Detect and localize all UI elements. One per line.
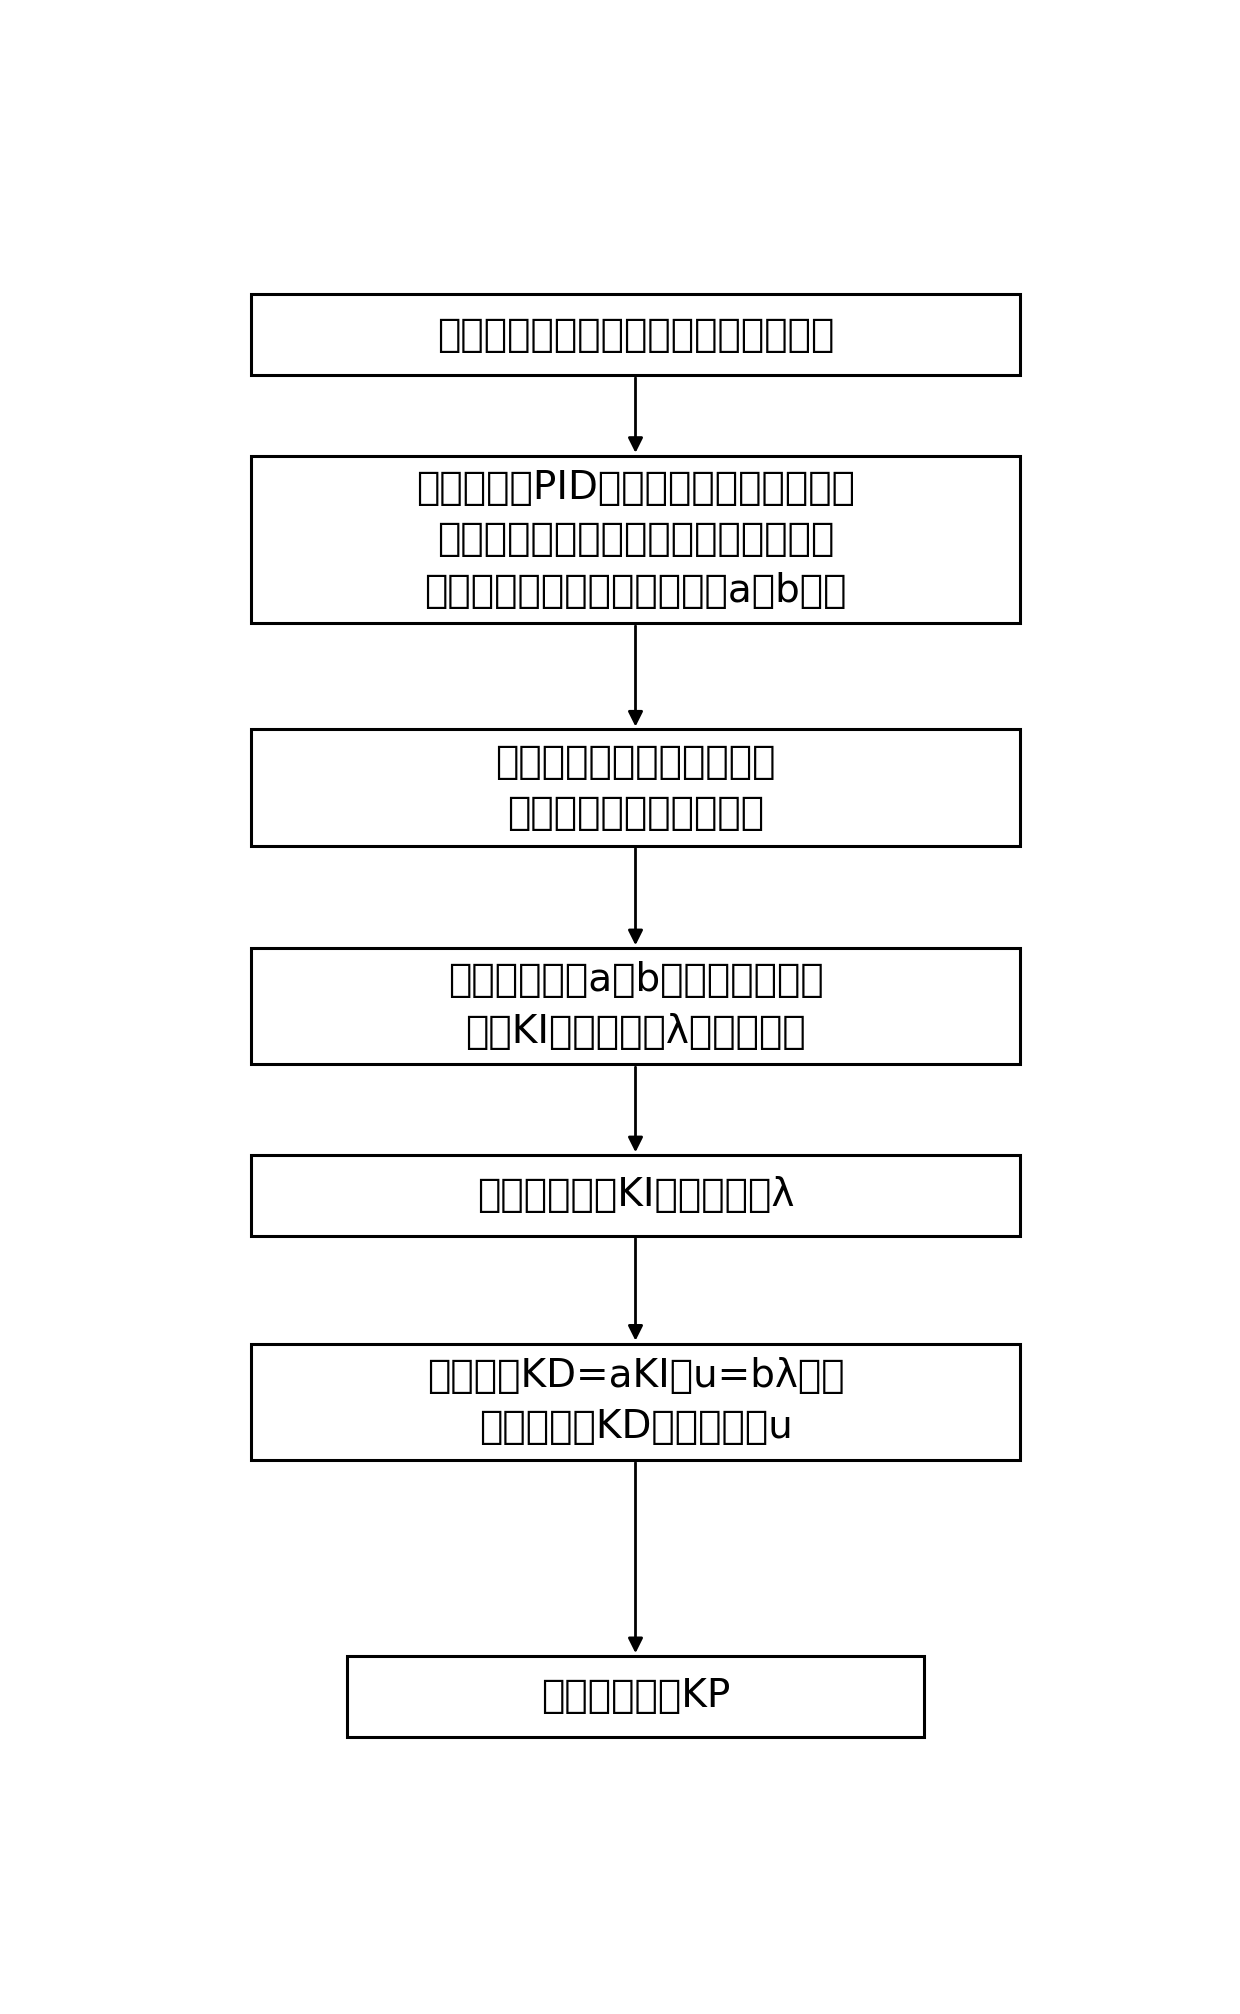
Text: 计算比例增益KP: 计算比例增益KP	[541, 1678, 730, 1716]
Text: 根据分数阶PID控制器控制模型参数的最
优比例模型，根据控制系统的截止频率
以及相位裕度，得到比例系数a和b的值: 根据分数阶PID控制器控制模型参数的最 优比例模型，根据控制系统的截止频率 以及…	[415, 469, 856, 610]
Bar	[250, 455, 1021, 622]
Bar	[250, 1343, 1021, 1460]
Text: 根据关系KD=aKI，u=bλ，求
解微分增益KD与分数阶次u: 根据关系KD=aKI，u=bλ，求 解微分增益KD与分数阶次u	[427, 1357, 844, 1446]
Text: 求解积分增益KI与分数阶次λ: 求解积分增益KI与分数阶次λ	[477, 1176, 794, 1214]
Bar	[347, 1656, 924, 1736]
Bar	[250, 949, 1021, 1063]
Bar	[250, 294, 1021, 375]
Bar	[250, 1156, 1021, 1237]
Text: 根据比例系数a和b，列出关于积分
增益KI与分数阶次λ的两个方程: 根据比例系数a和b，列出关于积分 增益KI与分数阶次λ的两个方程	[448, 961, 823, 1051]
Bar	[250, 729, 1021, 846]
Text: 计算传递函数在截止频率处
的幅值信息以及相位信息: 计算传递函数在截止频率处 的幅值信息以及相位信息	[495, 743, 776, 832]
Text: 选定控制系统的截止频率以及相位裕度: 选定控制系统的截止频率以及相位裕度	[436, 316, 835, 354]
